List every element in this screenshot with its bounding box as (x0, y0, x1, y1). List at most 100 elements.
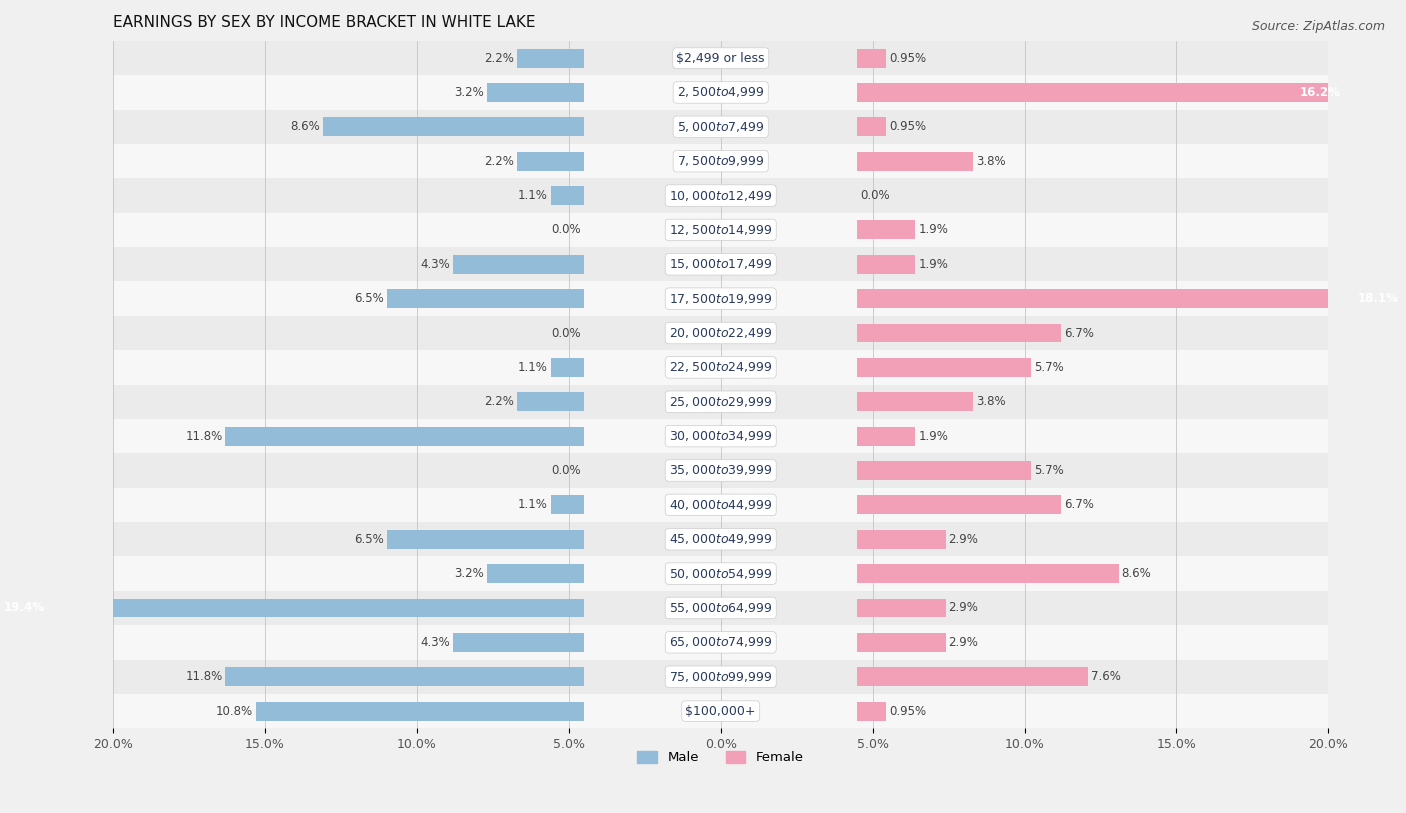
Text: 5.7%: 5.7% (1033, 361, 1063, 374)
Bar (551, 186, 583, 205)
Text: 0.95%: 0.95% (890, 51, 927, 64)
Bar (517, 49, 583, 67)
Bar (453, 633, 583, 652)
Bar (112, 41, 1329, 76)
Bar (858, 49, 886, 67)
Text: 2.9%: 2.9% (949, 533, 979, 546)
Text: 10.8%: 10.8% (215, 705, 253, 718)
Text: 6.7%: 6.7% (1064, 498, 1094, 511)
Bar (858, 83, 1350, 102)
Text: 1.1%: 1.1% (517, 361, 547, 374)
Text: 3.8%: 3.8% (976, 395, 1005, 408)
Bar (858, 495, 1062, 515)
Text: 1.9%: 1.9% (918, 258, 948, 271)
Bar (112, 385, 1329, 419)
Text: 3.2%: 3.2% (454, 567, 484, 580)
Bar (112, 591, 1329, 625)
Text: 0.0%: 0.0% (551, 224, 581, 237)
Text: 18.1%: 18.1% (1357, 292, 1398, 305)
Text: $10,000 to $12,499: $10,000 to $12,499 (669, 189, 772, 202)
Bar (453, 254, 583, 274)
Text: 0.0%: 0.0% (551, 464, 581, 477)
Bar (112, 178, 1329, 213)
Bar (517, 152, 583, 171)
Text: 1.1%: 1.1% (517, 189, 547, 202)
Bar (112, 625, 1329, 659)
Text: 2.9%: 2.9% (949, 636, 979, 649)
Text: 0.0%: 0.0% (551, 327, 581, 340)
Text: $40,000 to $44,999: $40,000 to $44,999 (669, 498, 772, 512)
Bar (387, 289, 583, 308)
Bar (112, 522, 1329, 556)
Text: 2.2%: 2.2% (484, 51, 515, 64)
Text: 6.5%: 6.5% (354, 292, 384, 305)
Text: 0.0%: 0.0% (860, 189, 890, 202)
Text: 1.9%: 1.9% (918, 224, 948, 237)
Bar (112, 315, 1329, 350)
Bar (858, 152, 973, 171)
Text: 4.3%: 4.3% (420, 258, 450, 271)
Bar (112, 110, 1329, 144)
Bar (112, 144, 1329, 178)
Bar (858, 427, 915, 446)
Bar (112, 488, 1329, 522)
Text: $17,500 to $19,999: $17,500 to $19,999 (669, 292, 772, 306)
Text: $22,500 to $24,999: $22,500 to $24,999 (669, 360, 772, 375)
Bar (858, 289, 1406, 308)
Bar (858, 564, 1119, 583)
Text: $35,000 to $39,999: $35,000 to $39,999 (669, 463, 772, 477)
Text: 0.95%: 0.95% (890, 120, 927, 133)
Text: 8.6%: 8.6% (1122, 567, 1152, 580)
Text: $55,000 to $64,999: $55,000 to $64,999 (669, 601, 772, 615)
Bar (112, 350, 1329, 385)
Text: 2.2%: 2.2% (484, 154, 515, 167)
Text: $50,000 to $54,999: $50,000 to $54,999 (669, 567, 772, 580)
Text: 8.6%: 8.6% (290, 120, 319, 133)
Text: $25,000 to $29,999: $25,000 to $29,999 (669, 395, 772, 409)
Bar (112, 419, 1329, 454)
Bar (858, 117, 886, 137)
Bar (858, 633, 945, 652)
Text: 3.2%: 3.2% (454, 86, 484, 99)
Text: 19.4%: 19.4% (4, 602, 45, 615)
Bar (858, 358, 1031, 377)
Text: 1.9%: 1.9% (918, 429, 948, 442)
Bar (858, 598, 945, 617)
Bar (517, 393, 583, 411)
Bar (112, 281, 1329, 315)
Text: 2.9%: 2.9% (949, 602, 979, 615)
Text: 11.8%: 11.8% (186, 429, 222, 442)
Bar (551, 358, 583, 377)
Bar (551, 495, 583, 515)
Text: 11.8%: 11.8% (186, 670, 222, 683)
Bar (112, 76, 1329, 110)
Text: $12,500 to $14,999: $12,500 to $14,999 (669, 223, 772, 237)
Bar (387, 530, 583, 549)
Bar (858, 393, 973, 411)
Bar (112, 247, 1329, 281)
Text: $75,000 to $99,999: $75,000 to $99,999 (669, 670, 772, 684)
Text: $20,000 to $22,499: $20,000 to $22,499 (669, 326, 772, 340)
Legend: Male, Female: Male, Female (633, 746, 810, 770)
Bar (486, 564, 583, 583)
Bar (858, 254, 915, 274)
Text: 3.8%: 3.8% (976, 154, 1005, 167)
Text: $7,500 to $9,999: $7,500 to $9,999 (676, 154, 765, 168)
Text: 6.7%: 6.7% (1064, 327, 1094, 340)
Bar (112, 693, 1329, 728)
Text: $2,499 or less: $2,499 or less (676, 51, 765, 64)
Text: $2,500 to $4,999: $2,500 to $4,999 (676, 85, 765, 99)
Bar (858, 461, 1031, 480)
Text: Source: ZipAtlas.com: Source: ZipAtlas.com (1251, 20, 1385, 33)
Text: 2.2%: 2.2% (484, 395, 515, 408)
Bar (112, 454, 1329, 488)
Bar (225, 427, 583, 446)
Bar (112, 659, 1329, 693)
Text: 4.3%: 4.3% (420, 636, 450, 649)
Text: EARNINGS BY SEX BY INCOME BRACKET IN WHITE LAKE: EARNINGS BY SEX BY INCOME BRACKET IN WHI… (112, 15, 536, 30)
Bar (256, 702, 583, 720)
Text: $30,000 to $34,999: $30,000 to $34,999 (669, 429, 772, 443)
Bar (858, 530, 945, 549)
Bar (112, 556, 1329, 591)
Text: 16.2%: 16.2% (1299, 86, 1340, 99)
